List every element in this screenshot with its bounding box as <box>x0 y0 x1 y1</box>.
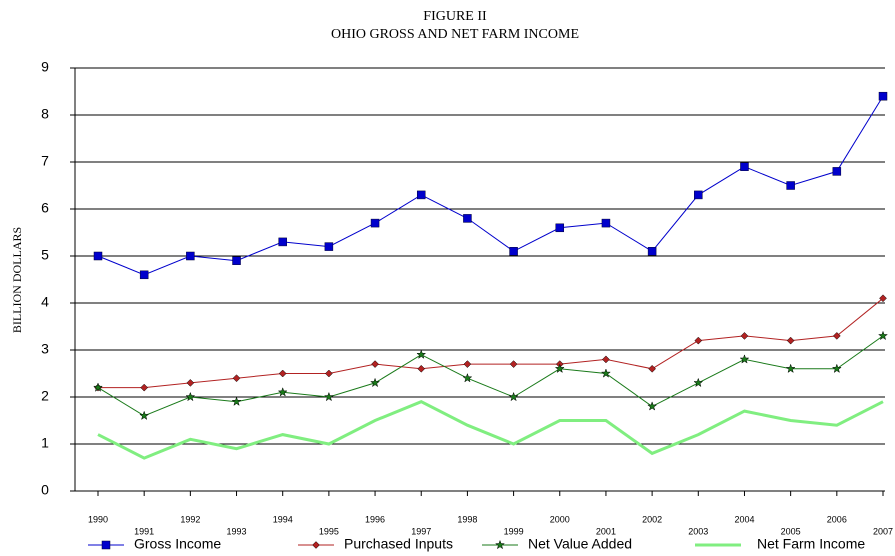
marker <box>139 270 149 280</box>
marker <box>278 369 287 378</box>
marker <box>462 372 473 383</box>
marker <box>786 181 795 190</box>
x-tick-label: 1992 <box>180 514 200 524</box>
legend-label: Net Farm Income <box>757 536 865 552</box>
series-line <box>97 335 884 417</box>
marker <box>509 360 518 368</box>
x-tick-label: 2004 <box>734 514 754 524</box>
x-tick-label: 1991 <box>134 526 154 536</box>
marker <box>232 374 241 383</box>
marker <box>602 355 610 364</box>
marker <box>186 379 195 387</box>
x-tick-label: 1995 <box>319 526 339 536</box>
y-tick-label: 8 <box>41 106 49 122</box>
chart-subtitle: OHIO GROSS AND NET FARM INCOME <box>331 27 579 42</box>
marker <box>277 387 288 397</box>
marker <box>186 251 195 261</box>
marker <box>739 354 750 364</box>
x-tick-label: 2006 <box>827 514 847 524</box>
marker <box>370 377 381 388</box>
marker <box>647 401 658 411</box>
marker <box>323 391 334 402</box>
marker <box>786 336 795 345</box>
chart-title: FIGURE II <box>423 9 487 24</box>
marker <box>494 539 506 550</box>
x-tick-label: 1990 <box>88 514 108 524</box>
marker <box>416 190 426 200</box>
y-tick-label: 1 <box>41 435 49 451</box>
marker <box>601 218 611 228</box>
marker <box>879 294 887 303</box>
y-tick-label: 9 <box>41 59 49 75</box>
marker <box>463 360 472 368</box>
marker <box>509 247 518 256</box>
x-tick-label: 2000 <box>550 514 570 524</box>
series-line <box>97 400 884 460</box>
marker <box>554 363 565 374</box>
y-tick-label: 7 <box>41 153 49 169</box>
marker <box>600 368 611 378</box>
y-axis-label: BILLION DOLLARS <box>10 227 24 333</box>
marker <box>139 410 150 421</box>
x-tick-label: 2007 <box>873 526 893 536</box>
marker <box>140 383 149 392</box>
marker <box>694 190 703 200</box>
marker <box>694 336 703 345</box>
y-tick-label: 2 <box>41 388 49 404</box>
marker <box>877 330 889 341</box>
marker <box>508 391 519 402</box>
marker <box>232 256 241 265</box>
marker <box>278 237 287 247</box>
marker <box>101 540 111 550</box>
marker <box>831 363 842 374</box>
x-tick-label: 1997 <box>411 526 431 536</box>
marker <box>231 396 242 406</box>
marker <box>92 382 104 392</box>
marker <box>185 391 196 402</box>
x-tick-label: 2005 <box>781 526 801 536</box>
legend-label: Purchased Inputs <box>344 536 453 552</box>
marker <box>324 242 334 251</box>
marker <box>312 541 320 549</box>
y-tick-label: 3 <box>41 341 49 357</box>
y-tick-label: 4 <box>41 294 49 310</box>
x-tick-label: 1996 <box>365 514 385 524</box>
y-tick-label: 0 <box>41 482 49 498</box>
marker <box>93 251 103 261</box>
x-tick-label: 1999 <box>504 526 524 536</box>
marker <box>416 349 427 359</box>
marker <box>647 247 657 256</box>
x-tick-label: 1998 <box>457 514 477 524</box>
y-tick-label: 6 <box>41 200 49 216</box>
x-tick-label: 1993 <box>227 526 247 536</box>
marker <box>417 364 426 373</box>
y-tick-label: 5 <box>41 247 49 263</box>
x-tick-label: 2001 <box>596 526 616 536</box>
marker <box>648 364 656 373</box>
series-line <box>97 95 884 276</box>
x-tick-label: 2003 <box>688 526 708 536</box>
marker <box>325 369 333 378</box>
marker <box>785 363 796 374</box>
marker <box>693 377 704 388</box>
x-tick-label: 1994 <box>273 514 293 524</box>
series-line <box>98 297 884 389</box>
marker <box>463 214 472 223</box>
marker <box>370 218 380 228</box>
marker <box>740 162 749 171</box>
marker <box>832 167 842 176</box>
legend-label: Gross Income <box>134 536 221 552</box>
legend-label: Net Value Added <box>528 536 632 552</box>
marker <box>371 360 379 368</box>
marker <box>878 91 888 101</box>
x-tick-label: 2002 <box>642 514 662 524</box>
marker <box>740 332 749 340</box>
marker <box>832 332 841 340</box>
marker <box>555 223 565 233</box>
